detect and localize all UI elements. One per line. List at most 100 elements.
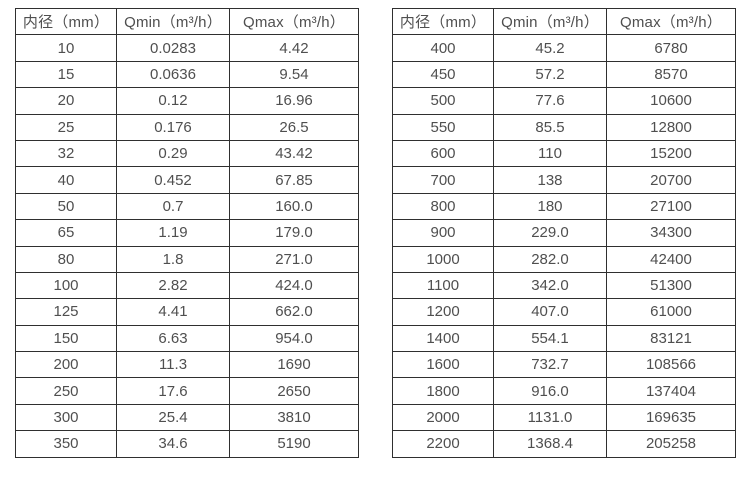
table-cell: 15 [15,60,117,89]
table-cell: 700 [392,166,494,194]
table-cell: 1200 [392,298,494,326]
table-cell: 67.85 [229,166,359,194]
table-cell: 1368.4 [493,430,607,458]
table-row: 20 0.12 16.96 [15,87,359,115]
column-header: Qmin（m³/h） [493,7,607,36]
table-row: 500 77.6 10600 [392,87,736,115]
table-cell: 50 [15,192,117,221]
table-cell: 2.82 [116,271,230,300]
table-cell: 6.63 [116,324,230,353]
header-row: 内径（mm） Qmin（m³/h） Qmax（m³/h） [392,7,736,36]
table-cell: 138 [493,166,607,194]
table-cell: 1131.0 [493,403,607,432]
column-header: 内径（mm） [392,7,494,36]
table-cell: 250 [15,377,117,405]
table-cell: 662.0 [229,298,359,326]
table-cell: 16.96 [229,87,359,115]
table-cell: 2200 [392,430,494,458]
table-row: 150 6.63 954.0 [15,324,359,353]
table-cell: 15200 [606,139,736,168]
table-row: 1800 916.0 137404 [392,377,736,405]
table-cell: 954.0 [229,324,359,353]
table-cell: 10 [15,34,117,62]
table-cell: 916.0 [493,377,607,405]
table-cell: 0.29 [116,139,230,168]
table-cell: 271.0 [229,245,359,273]
table-row: 350 34.6 5190 [15,430,359,458]
table-row: 800 180 27100 [392,192,736,221]
table-row: 450 57.2 8570 [392,60,736,89]
table-cell: 800 [392,192,494,221]
table-cell: 42400 [606,245,736,273]
table-cell: 32 [15,139,117,168]
table-cell: 554.1 [493,324,607,353]
table-cell: 1800 [392,377,494,405]
table-row: 900 229.0 34300 [392,219,736,247]
flow-table-large-diameters: 内径（mm） Qmin（m³/h） Qmax（m³/h） 400 45.2 6780 450… [392,7,736,458]
table-row: 25 0.176 26.5 [15,113,359,141]
column-header: Qmin（m³/h） [116,7,230,36]
table-cell: 2650 [229,377,359,405]
table-cell: 4.42 [229,34,359,62]
table-cell: 550 [392,113,494,141]
table-cell: 150 [15,324,117,353]
table-row: 600 110 15200 [392,139,736,168]
table-cell: 80 [15,245,117,273]
table-cell: 0.0636 [116,60,230,89]
table-cell: 1600 [392,351,494,379]
table-cell: 34300 [606,219,736,247]
table-cell: 137404 [606,377,736,405]
table-cell: 205258 [606,430,736,458]
table-row: 400 45.2 6780 [392,34,736,62]
table-row: 550 85.5 12800 [392,113,736,141]
table-cell: 500 [392,87,494,115]
table-cell: 1.8 [116,245,230,273]
table-cell: 110 [493,139,607,168]
table-cell: 20700 [606,166,736,194]
column-header: Qmax（m³/h） [606,7,736,36]
table-cell: 282.0 [493,245,607,273]
table-cell: 8570 [606,60,736,89]
table-cell: 342.0 [493,271,607,300]
table-cell: 400 [392,34,494,62]
table-cell: 11.3 [116,351,230,379]
table-cell: 10600 [606,87,736,115]
table-cell: 160.0 [229,192,359,221]
table-row: 125 4.41 662.0 [15,298,359,326]
table-row: 2200 1368.4 205258 [392,430,736,458]
column-header: Qmax（m³/h） [229,7,359,36]
table-cell: 57.2 [493,60,607,89]
table-cell: 180 [493,192,607,221]
table-row: 32 0.29 43.42 [15,139,359,168]
table-row: 700 138 20700 [392,166,736,194]
table-cell: 108566 [606,351,736,379]
table-row: 40 0.452 67.85 [15,166,359,194]
table-cell: 1.19 [116,219,230,247]
flow-table-small-diameters: 内径（mm） Qmin（m³/h） Qmax（m³/h） 10 0.0283 4.42 15… [15,7,359,458]
table-cell: 45.2 [493,34,607,62]
table-cell: 6780 [606,34,736,62]
table-row: 100 2.82 424.0 [15,271,359,300]
table-cell: 1100 [392,271,494,300]
table-row: 80 1.8 271.0 [15,245,359,273]
table-cell: 17.6 [116,377,230,405]
table-row: 1400 554.1 83121 [392,324,736,353]
table-cell: 25 [15,113,117,141]
table-cell: 424.0 [229,271,359,300]
table-row: 10 0.0283 4.42 [15,34,359,62]
table-row: 50 0.7 160.0 [15,192,359,221]
table-cell: 600 [392,139,494,168]
table-row: 200 11.3 1690 [15,351,359,379]
table-cell: 179.0 [229,219,359,247]
table-cell: 27100 [606,192,736,221]
table-row: 65 1.19 179.0 [15,219,359,247]
column-header: 内径（mm） [15,7,117,36]
table-cell: 34.6 [116,430,230,458]
table-cell: 5190 [229,430,359,458]
table-row: 15 0.0636 9.54 [15,60,359,89]
table-cell: 300 [15,403,117,432]
table-cell: 169635 [606,403,736,432]
table-cell: 0.7 [116,192,230,221]
table-cell: 0.12 [116,87,230,115]
